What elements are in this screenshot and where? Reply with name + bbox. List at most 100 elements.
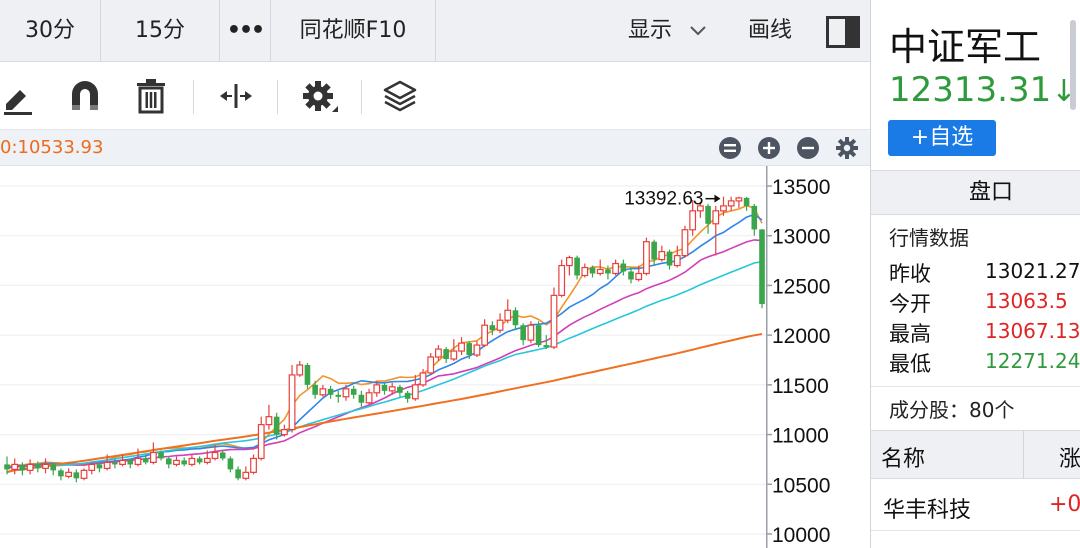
tab-f10[interactable]: 同花顺F10 [299,18,407,43]
candle-body [658,251,666,261]
candle-down [219,450,226,461]
candle-body [265,416,273,426]
candle-body [512,310,519,326]
candle-body [80,469,88,479]
column-divider [1023,431,1024,479]
candle-body [304,364,311,385]
gear-icon[interactable] [298,74,342,118]
ma-line [6,260,763,474]
candlestick-chart[interactable]: 13500 13000 12500 12000 11500 11000 10500 10000… [0,166,870,548]
candle-down [397,384,403,397]
candle-up [658,245,666,262]
display-dropdown[interactable]: 显示 [628,0,720,62]
add-favorite-button[interactable]: +自选 [888,120,996,156]
trash-icon[interactable] [129,74,173,118]
y-tick-label: 12000 [772,325,830,348]
candle-body [712,210,720,225]
candle-down [443,347,449,363]
candle-up [250,454,257,475]
y-tick-label: 11000 [772,425,829,448]
gear-icon[interactable] [835,136,859,160]
index-price-line: 12313.31↓ - [889,70,1080,110]
more-periods-button[interactable]: ••• [226,18,265,43]
column-header-name[interactable]: 名称 [881,447,926,472]
candle-up [427,353,435,375]
candle-body [165,458,172,465]
candle-body [574,257,580,276]
candle-up [565,255,573,276]
candle-up [596,259,604,276]
candle-body [149,451,157,464]
toolbar-divider [277,80,278,114]
magnet-icon[interactable] [63,74,107,118]
candle-body [558,264,566,296]
candle-body [296,364,304,376]
zoom-out-icon[interactable] [718,136,742,160]
candle-down [350,385,357,399]
quote-row-value: 13067.13 [985,319,1080,343]
candle-up [581,263,589,278]
candle-up [419,368,427,387]
candle-body [127,460,134,465]
ma-value-label: 0:10533.93 [0,137,104,158]
candle-up [635,265,643,282]
candle-down [620,259,627,276]
candle-body [550,294,558,348]
candle-up [296,360,304,377]
minus-icon[interactable] [796,136,820,160]
split-icon[interactable] [214,74,258,118]
candle-up [119,454,126,467]
candle-up [681,225,689,258]
layers-icon[interactable] [378,74,422,118]
quote-panel: 中证军工 12313.31↓ - +自选 盘口 行情数据 昨收 13021.27… [870,0,1080,548]
candle-body [696,205,704,212]
candle-body [681,229,689,257]
candle-down [666,249,673,270]
candle-up [673,245,681,268]
candle-body [11,463,19,470]
tab-pankou[interactable]: 盘口 [871,171,1080,215]
candle-down [273,412,280,440]
tab-15min[interactable]: 15分 [135,18,185,43]
candle-up [242,466,250,481]
index-price: 12313.31 [889,70,1052,110]
candle-body [381,384,388,391]
candle-up [342,384,350,401]
candle-down [520,323,526,346]
candle-down [73,469,80,483]
candle-up [550,287,558,350]
candle-up [411,374,419,401]
divider [219,0,220,62]
candle-down [96,461,103,473]
y-tick-label: 13500 [772,176,830,199]
candle-body [735,197,743,202]
candle-body [103,461,111,469]
candle-body [751,205,758,230]
candle-body [565,256,573,267]
draw-line-button[interactable]: 画线 [747,18,792,43]
candle-body [203,457,211,464]
constituents-count[interactable]: 成分股：80个 [889,398,1015,422]
candle-up [727,196,735,211]
candle-down [327,385,334,399]
candle-body [589,267,596,274]
candle-body [427,356,435,374]
candle-body [112,462,118,465]
candle-down [181,457,187,467]
column-header-change[interactable]: 涨 [1059,447,1080,472]
tab-30min[interactable]: 30分 [25,18,75,43]
candle-body [196,458,203,463]
candle-body [496,319,504,331]
candle-down [589,265,596,278]
table-row-name[interactable]: 华丰科技 [883,498,972,523]
table-header: 名称 涨 [871,431,1080,479]
zoom-in-icon[interactable] [757,136,781,160]
y-tick-label: 12500 [772,275,830,298]
candle-body [273,416,280,435]
panel-toggle-icon[interactable] [826,16,860,48]
quote-row-label: 今开 [889,292,931,316]
candle-up [712,205,720,256]
scrollbar[interactable] [1067,20,1079,540]
pencil-icon[interactable] [0,74,44,118]
candle-up [211,444,219,461]
